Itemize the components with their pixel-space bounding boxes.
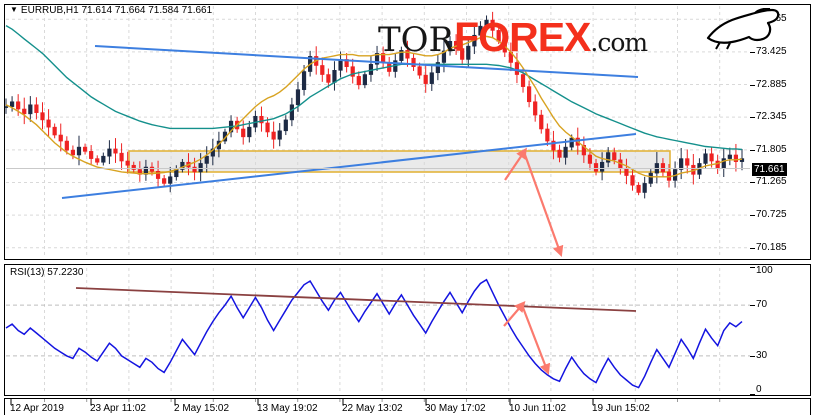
logo-text-forex: FOREX xyxy=(454,14,591,60)
time-axis-label: 10 Jun 11:02 xyxy=(509,403,567,414)
rsi-axis-label: 100 xyxy=(756,265,773,276)
rsi-chart-panel[interactable] xyxy=(4,264,811,396)
price-axis-tick xyxy=(750,149,755,151)
price-axis-tick xyxy=(750,247,755,249)
time-axis-ticks xyxy=(10,399,721,405)
rsi-axis-label: 30 xyxy=(756,349,768,361)
price-axis-label: 72.345 xyxy=(756,111,787,123)
price-axis-label: 71.805 xyxy=(756,143,787,155)
price-chart-panel[interactable] xyxy=(4,4,811,260)
time-axis-panel xyxy=(4,398,811,415)
price-axis-label: 72.885 xyxy=(756,78,787,90)
price-axis-label: 70.725 xyxy=(756,209,787,221)
current-price-badge: 71.661 xyxy=(752,162,787,176)
time-axis-label: 12 Apr 2019 xyxy=(10,403,64,414)
price-axis-tick xyxy=(750,182,755,184)
time-axis-label: 2 May 15:02 xyxy=(174,403,230,414)
time-axis-label: 30 May 17:02 xyxy=(425,403,486,414)
price-axis-label: 73.425 xyxy=(756,45,787,57)
torforex-logo: TORFOREX.com xyxy=(378,14,648,61)
price-chart-svg xyxy=(5,6,750,258)
rsi-chart-svg xyxy=(5,268,750,393)
chart-header-label: ▼ EURRUB,H1 71.614 71.664 71.584 71.661 xyxy=(10,5,212,16)
rsi-axis-tick xyxy=(750,355,755,357)
rsi-plot-area[interactable] xyxy=(5,265,810,395)
price-axis-tick xyxy=(750,215,755,217)
time-axis-label: 19 Jun 15:02 xyxy=(592,403,650,414)
price-axis-label: 71.265 xyxy=(756,176,787,188)
symbol-ohlc-text: EURRUB,H1 71.614 71.664 71.584 71.661 xyxy=(20,5,213,16)
rsi-header-label: RSI(13) 57.2230 xyxy=(10,267,84,278)
time-axis-label: 23 Apr 11:02 xyxy=(90,403,146,414)
time-axis-label: 22 May 13:02 xyxy=(342,403,403,414)
price-axis-tick xyxy=(750,117,755,119)
price-axis-label: 70.185 xyxy=(756,241,787,253)
collapse-icon[interactable]: ▼ xyxy=(10,5,18,14)
rsi-axis-tick xyxy=(750,394,755,395)
rsi-axis-tick xyxy=(750,267,755,268)
rsi-axis-label: 70 xyxy=(756,299,768,311)
time-axis-label: 13 May 19:02 xyxy=(257,403,318,414)
price-plot-area[interactable] xyxy=(5,5,810,259)
price-axis-tick xyxy=(750,84,755,86)
rsi-axis-tick xyxy=(750,305,755,307)
rsi-axis-label: 0 xyxy=(756,384,762,395)
logo-text-tor: TOR xyxy=(378,20,455,60)
logo-text-com: .com xyxy=(590,28,648,57)
bull-icon xyxy=(706,8,780,50)
price-axis-tick xyxy=(750,51,755,53)
